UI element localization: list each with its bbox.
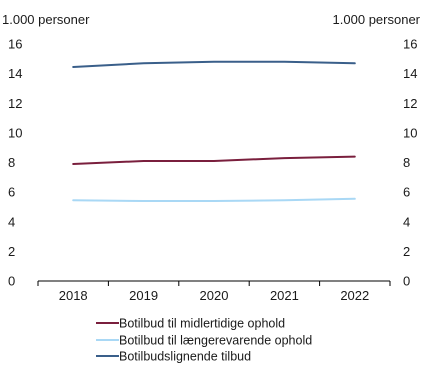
y-tick-label-left: 0 (8, 274, 15, 289)
legend-item: Botilbud til midlertidige ophold (96, 317, 285, 331)
left-axis-unit-label: 1.000 personer (2, 12, 90, 27)
y-tick-label-left: 2 (8, 244, 15, 259)
legend-label: Botilbud til længerevarende ophold (119, 334, 312, 348)
y-tick-label-right: 6 (403, 185, 410, 200)
y-tick-label-right: 10 (403, 125, 417, 140)
series-line-1 (72, 155, 356, 165)
y-tick-label-right: 16 (403, 37, 417, 52)
series-line-2 (72, 197, 356, 202)
legend-label: Botilbudslignende tilbud (119, 350, 251, 364)
y-tick-label-right: 0 (403, 274, 410, 289)
y-tick-label-left: 10 (8, 125, 22, 140)
y-tick-label-left: 4 (8, 214, 15, 229)
right-axis-unit-label: 1.000 personer (333, 12, 421, 27)
left-y-axis: 0 2 4 6 8 10 12 14 16 (8, 37, 22, 289)
y-tick-label-left: 6 (8, 185, 15, 200)
y-tick-label-left: 12 (8, 96, 22, 111)
legend-label: Botilbud til midlertidige ophold (119, 317, 285, 331)
y-tick-label-right: 12 (403, 96, 417, 111)
y-tick-label-right: 14 (403, 66, 417, 81)
y-tick-label-right: 8 (403, 155, 410, 170)
y-tick-label-right: 2 (403, 244, 410, 259)
x-tick-label: 2018 (59, 288, 88, 303)
y-tick-label-left: 16 (8, 37, 22, 52)
series-layer (72, 60, 356, 202)
y-tick-label-left: 8 (8, 155, 15, 170)
legend-item: Botilbudslignende tilbud (96, 350, 251, 364)
x-tick-label: 2022 (340, 288, 369, 303)
x-tick-label: 2020 (200, 288, 229, 303)
right-y-axis: 0 2 4 6 8 10 12 14 16 (403, 37, 417, 289)
x-axis: 2018 2019 2020 2021 2022 (37, 280, 391, 303)
legend: Botilbud til midlertidige ophold Botilbud… (96, 317, 312, 364)
y-tick-label-right: 4 (403, 214, 410, 229)
legend-item: Botilbud til længerevarende ophold (96, 334, 312, 348)
series-line-3 (72, 60, 356, 68)
x-tick-label: 2021 (270, 288, 299, 303)
y-tick-label-left: 14 (8, 66, 22, 81)
x-tick-label: 2019 (129, 288, 158, 303)
